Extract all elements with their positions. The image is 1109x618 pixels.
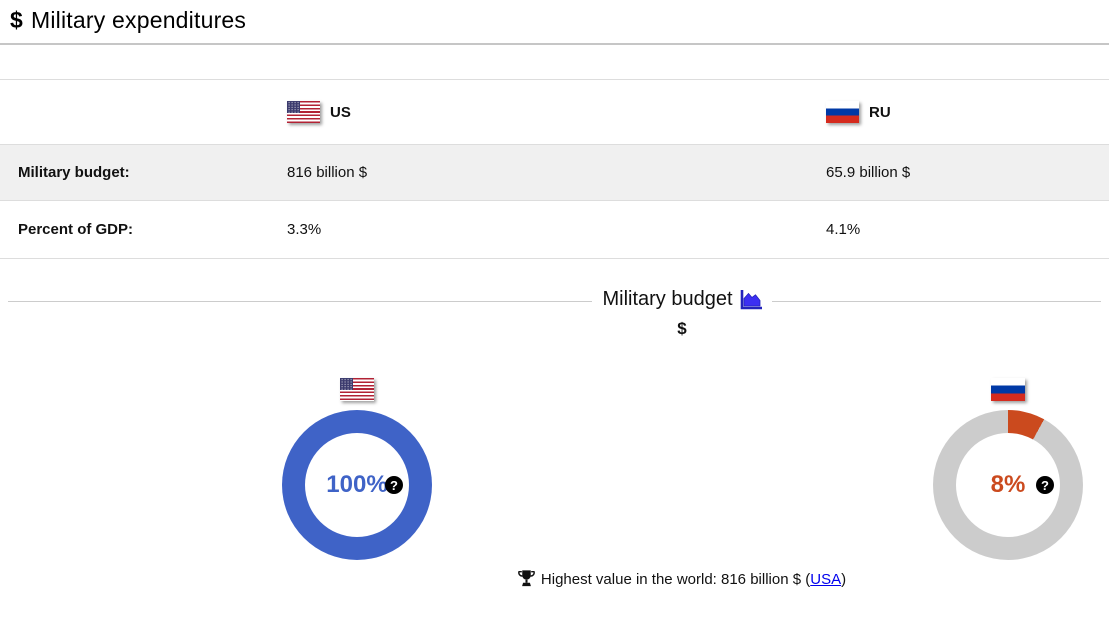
help-question-icon[interactable]: ? [1036,476,1054,494]
note-close: ) [841,571,847,588]
us-percent-gdp-value: 3.3% [287,221,322,238]
donut-charts-area: 100% ? 8% ? [0,378,1109,561]
ru-flag-icon [991,378,1025,401]
page-title: $ Military expenditures [10,7,1099,34]
ru-percent-gdp-value: 4.1% [826,221,861,238]
us-percent-label: 100% [326,471,388,498]
page-title-text: Military expenditures [31,7,247,33]
row-label: Military budget: [18,164,130,181]
trophy-icon [518,570,535,587]
country-code-ru: RU [869,103,891,121]
table-row-percent-gdp: Percent of GDP: 3.3% 4.1% [0,201,1109,259]
us-donut-center: 100% [282,410,432,560]
ru-flag-icon [826,101,859,123]
us-donut-chart: 100% ? [282,410,432,560]
area-chart-icon [740,289,762,309]
table-row-military-budget: Military budget: 816 billion $ 65.9 bill… [0,144,1109,201]
chart-section-heading: Military budget [0,288,1109,314]
chart-heading-text: Military budget [602,288,733,310]
country-code-us: US [330,103,351,121]
header-cell-ru: RU [809,101,1109,123]
help-question-icon[interactable]: ? [385,476,403,494]
ru-donut-chart: 8% ? [933,410,1083,560]
us-flag-icon [340,378,374,401]
ru-percent-label: 8% [990,471,1026,498]
ru-donut-group: 8% ? [933,378,1083,560]
ru-donut-center: 8% [933,410,1083,560]
us-donut-group: 100% ? [282,378,432,560]
usa-link[interactable]: USA [810,571,842,588]
ru-military-budget-value: 65.9 billion $ [826,164,911,181]
highest-value-note: Highest value in the world: 816 billion … [255,569,1109,588]
chart-subtitle: $ [677,319,687,338]
page-title-bar: $ Military expenditures [0,0,1109,45]
header-cell-us: US [270,101,809,123]
heading-divider-line [8,301,1101,302]
note-text: Highest value in the world: 816 billion … [540,571,811,588]
table-header-row: US RU [0,80,1109,144]
dollar-icon: $ [10,7,23,33]
us-flag-icon [287,101,320,123]
comparison-table: US RU Military budget: 816 billion $ 65.… [0,79,1109,259]
us-military-budget-value: 816 billion $ [287,164,368,181]
row-label: Percent of GDP: [18,221,134,238]
